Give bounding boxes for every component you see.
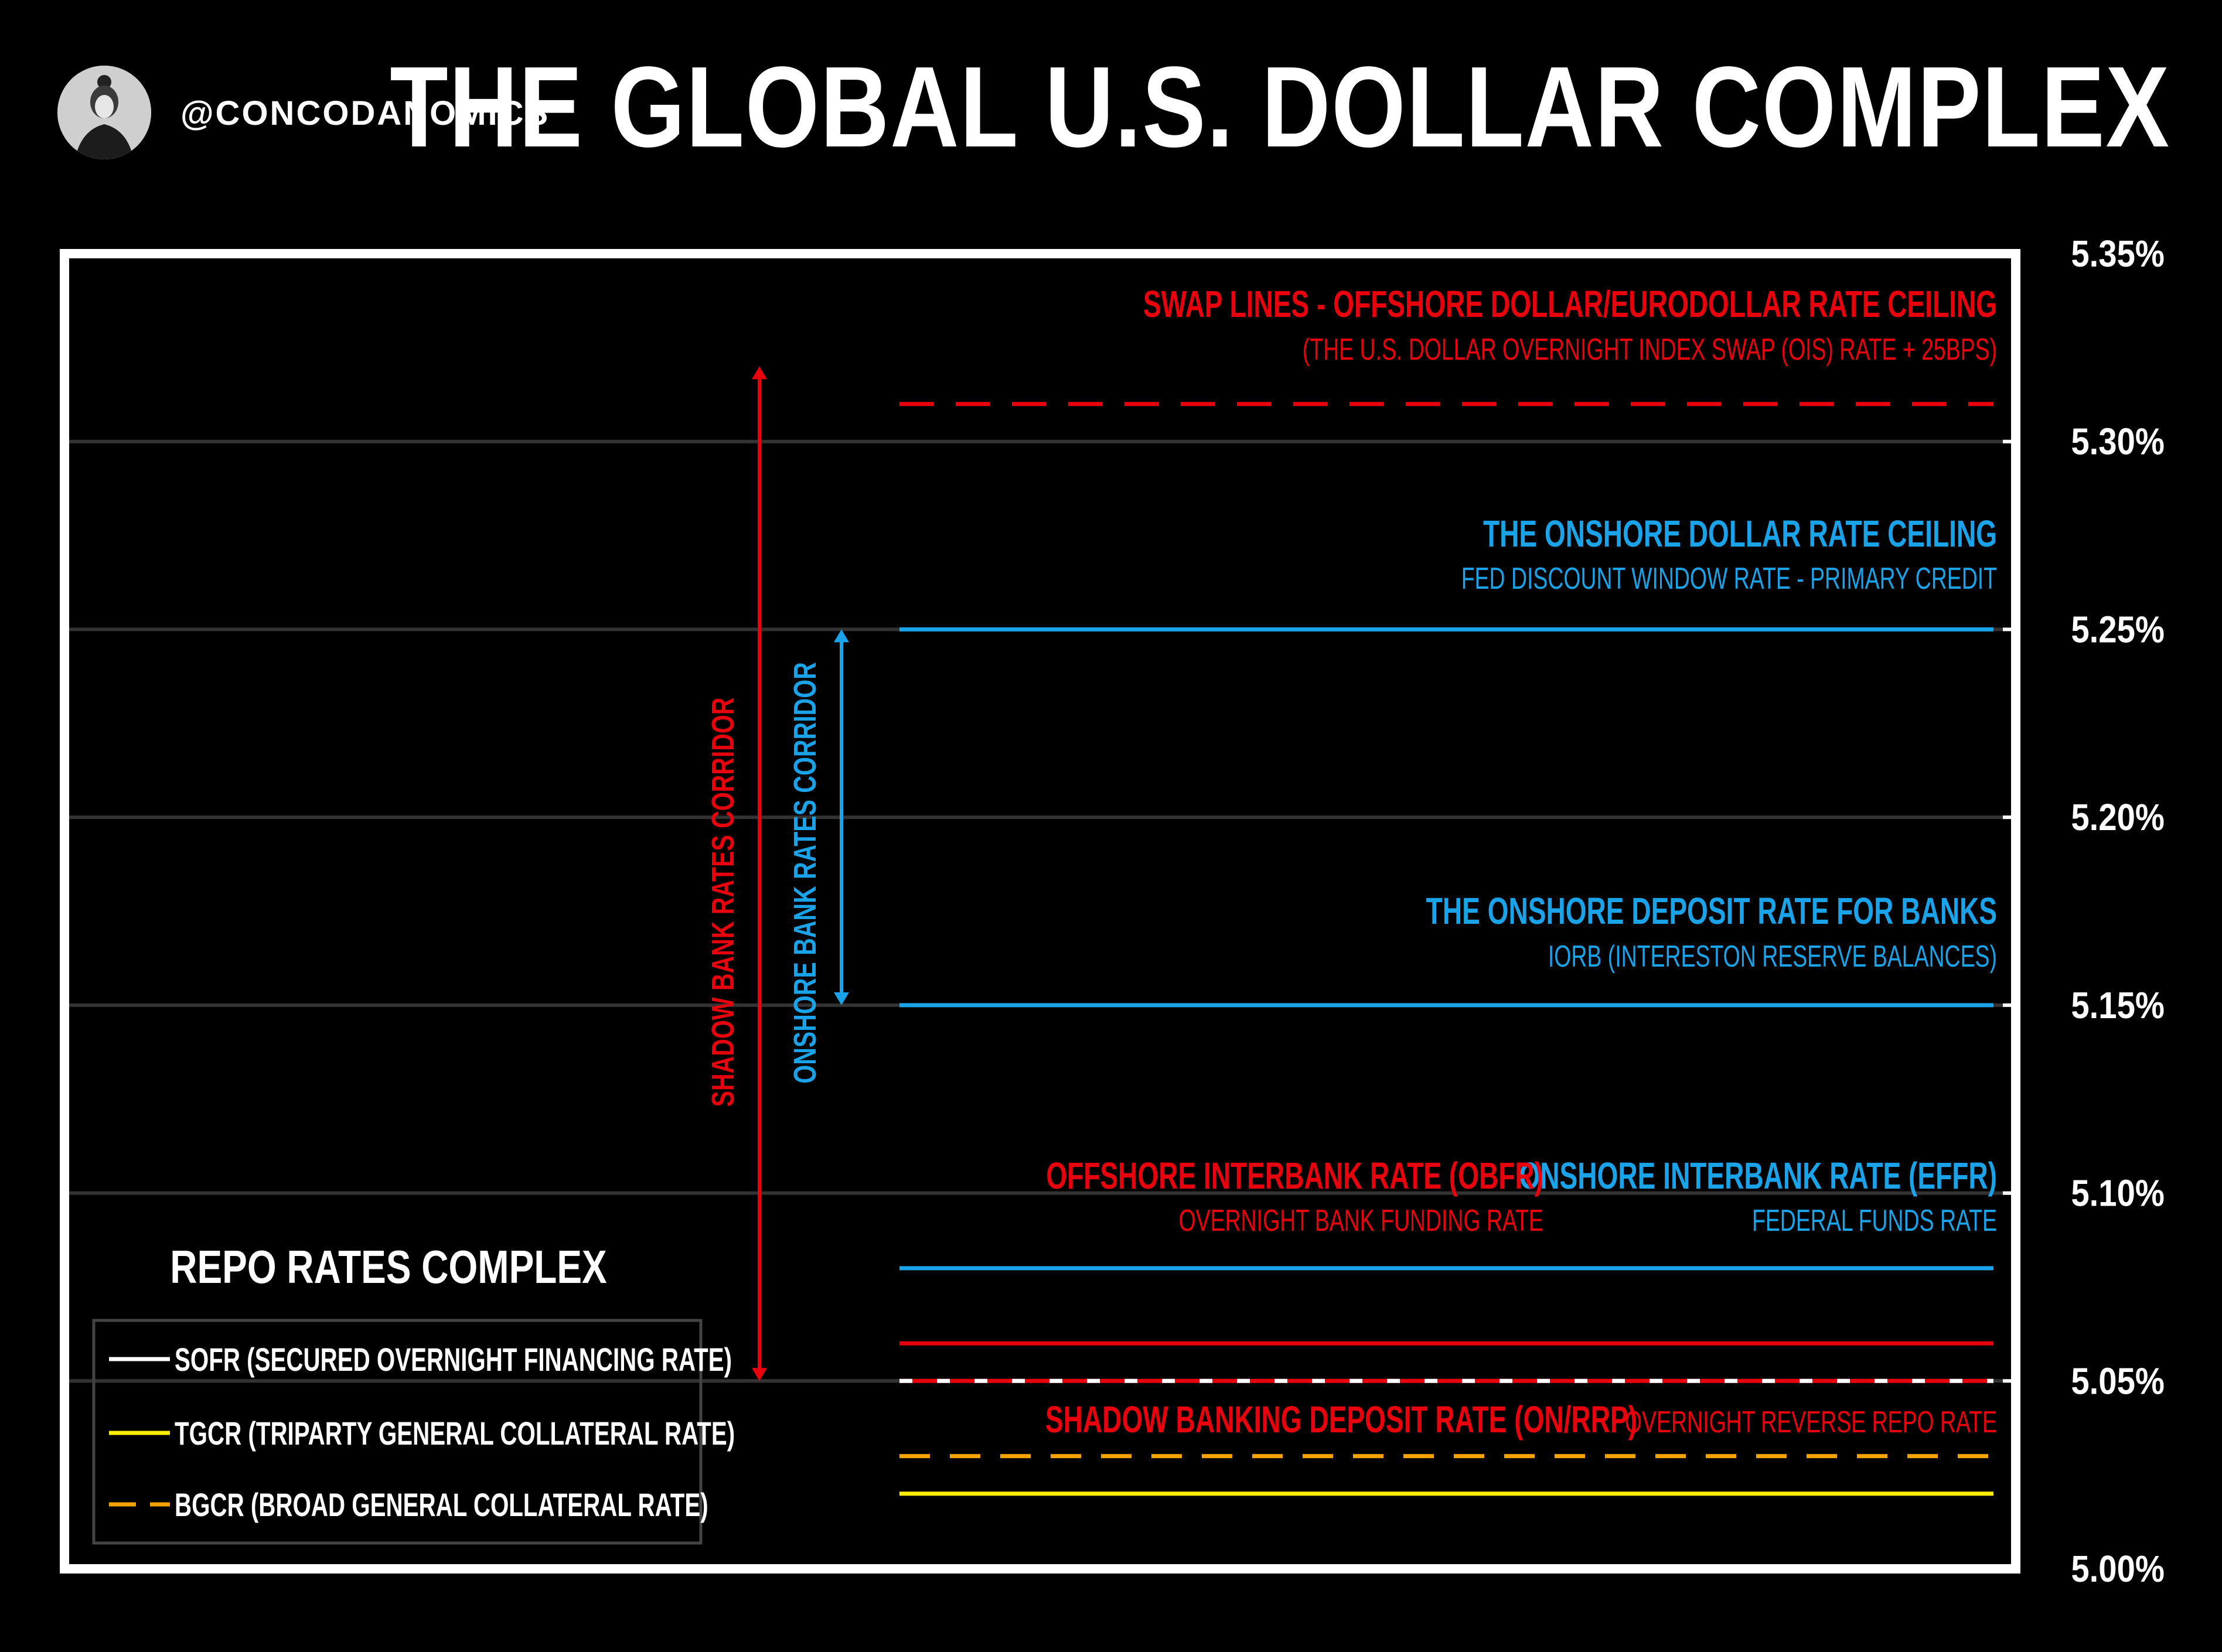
annotation-subtitle: OVERNIGHT REVERSE REPO RATE [1625,1405,1997,1439]
legend-item-label: TGCR (TRIPARTY GENERAL COLLATERAL RATE) [175,1416,735,1452]
legend-item-label: SOFR (SECURED OVERNIGHT FINANCING RATE) [175,1342,732,1378]
y-tick-label: 5.05% [2071,1360,2165,1402]
annotation-subtitle: FEDERAL FUNDS RATE [1752,1203,1997,1238]
legend-title: REPO RATES COMPLEX [170,1241,607,1293]
page-title: THE GLOBAL U.S. DOLLAR COMPLEX [390,43,2170,171]
avatar [57,66,151,159]
annotation-title: SHADOW BANKING DEPOSIT RATE (ON/RRP) [1045,1399,1637,1441]
annotation-title: SWAP LINES - OFFSHORE DOLLAR/EURODOLLAR … [1143,284,1997,325]
arrowhead [752,366,767,380]
legend-item-label: BGCR (BROAD GENERAL COLLATERAL RATE) [175,1487,708,1524]
legend-box [92,1319,703,1545]
y-tick-label: 5.20% [2071,796,2165,838]
annotation-subtitle: FED DISCOUNT WINDOW RATE - PRIMARY CREDI… [1461,561,1997,596]
annotation-subtitle: OVERNIGHT BANK FUNDING RATE [1178,1203,1543,1238]
arrowhead [834,629,849,643]
arrowhead [834,992,849,1005]
annotation-title: THE ONSHORE DEPOSIT RATE FOR BANKS [1426,890,1997,932]
y-tick-label: 5.25% [2071,608,2165,650]
y-tick-label: 5.30% [2071,420,2165,462]
annotation-subtitle: (THE U.S. DOLLAR OVERNIGHT INDEX SWAP (O… [1303,332,1997,367]
plot-frame [60,249,2020,1574]
y-tick-label: 5.35% [2071,233,2165,275]
onshore-corridor-label: ONSHORE BANK RATES CORRIDOR [788,662,823,1083]
annotation-title: ONSHORE INTERBANK RATE (EFFR) [1519,1155,1997,1197]
annotation-title: OFFSHORE INTERBANK RATE (OBFR) [1046,1155,1543,1197]
y-tick-label: 5.10% [2071,1172,2165,1214]
annotation-title: THE ONSHORE DOLLAR RATE CEILING [1483,513,1997,555]
annotation-subtitle: IORB (INTERESTON RESERVE BALANCES) [1548,939,1997,974]
arrowhead [752,1368,767,1381]
handle-text: @CONCODANOMICS [180,94,550,132]
shadow-corridor-label: SHADOW BANK RATES CORRIDOR [706,698,741,1107]
y-tick-label: 5.00% [2071,1548,2165,1590]
y-tick-label: 5.15% [2071,984,2165,1026]
